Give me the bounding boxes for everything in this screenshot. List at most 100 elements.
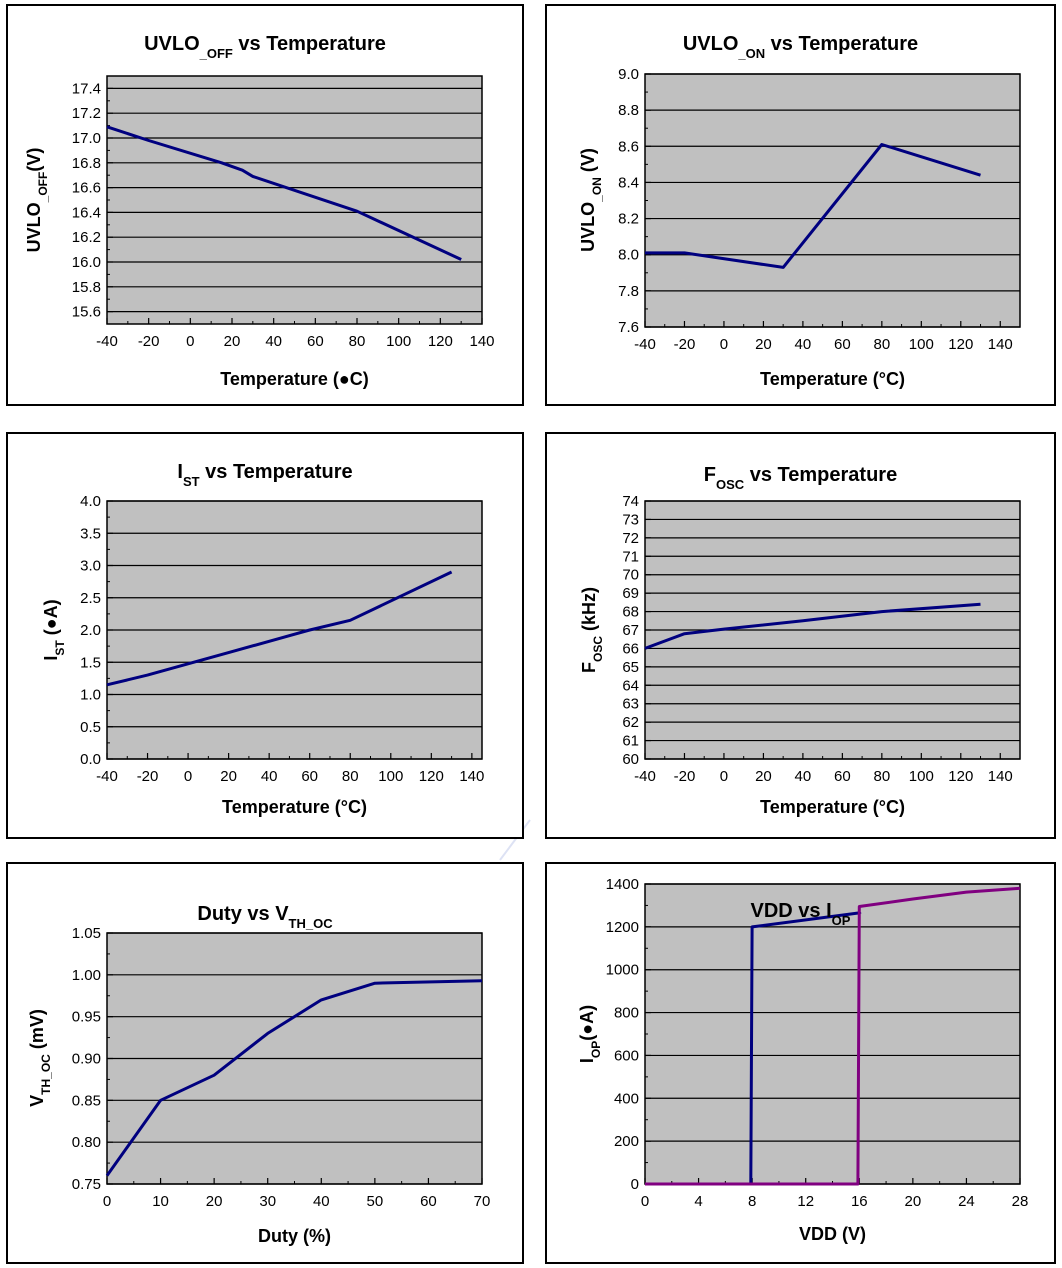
- y-tick-label: 8.6: [618, 138, 639, 155]
- y-tick-label: 64: [622, 677, 639, 694]
- chart-title: UVLO_OFF vs Temperature: [144, 33, 386, 61]
- y-tick-label: 0.5: [80, 719, 101, 736]
- y-tick-label: 68: [622, 604, 639, 621]
- y-tick-label: 2.0: [80, 622, 101, 639]
- y-tick-label: 1000: [606, 962, 639, 979]
- y-tick-label: 1.0: [80, 687, 101, 704]
- x-tick-label: 40: [795, 768, 812, 785]
- y-tick-label: 1.05: [72, 925, 101, 942]
- y-tick-label: 65: [622, 659, 639, 676]
- series-line-1: [105, 979, 483, 1177]
- y-tick-label: 3.5: [80, 525, 101, 542]
- y-tick-label: 16.8: [72, 155, 101, 172]
- x-tick-label: 30: [259, 1193, 276, 1210]
- y-tick-label: 17.0: [72, 130, 101, 147]
- plot-area: [645, 74, 1020, 327]
- y-tick-label: 62: [622, 714, 639, 731]
- x-tick-label: -40: [634, 768, 656, 785]
- y-tick-label: 60: [622, 751, 639, 768]
- x-tick-label: 0: [720, 768, 728, 785]
- y-axis-label: UVLO_OFF(V): [24, 148, 50, 253]
- x-tick-label: 50: [367, 1193, 384, 1210]
- x-axis-label: Duty (%): [258, 1226, 331, 1246]
- y-tick-label: 7.6: [618, 319, 639, 336]
- y-tick-label: 69: [622, 585, 639, 602]
- x-tick-label: 40: [313, 1193, 330, 1210]
- x-tick-label: 20: [206, 1193, 223, 1210]
- x-tick-label: 4: [694, 1193, 702, 1210]
- y-tick-label: 7.8: [618, 283, 639, 300]
- x-tick-label: 140: [459, 768, 484, 785]
- x-tick-label: -40: [634, 336, 656, 353]
- y-tick-label: 8.2: [618, 211, 639, 228]
- x-axis-label: Temperature (°C): [760, 369, 905, 389]
- y-tick-label: 71: [622, 548, 639, 565]
- y-tick-label: 1400: [606, 876, 639, 893]
- x-tick-label: 60: [834, 768, 851, 785]
- x-tick-label: 100: [378, 768, 403, 785]
- x-tick-label: 120: [419, 768, 444, 785]
- x-tick-label: -20: [138, 333, 160, 350]
- x-tick-label: 120: [428, 333, 453, 350]
- x-tick-label: 0: [184, 768, 192, 785]
- x-tick-label: 60: [307, 333, 324, 350]
- x-tick-label: 80: [349, 333, 366, 350]
- y-tick-label: 17.4: [72, 80, 101, 97]
- x-tick-label: 0: [720, 336, 728, 353]
- x-tick-label: 20: [755, 768, 772, 785]
- chart-panel-4: -40 -20 0 20 40 60 80 100 120 1406061626364656667…: [545, 432, 1056, 839]
- y-tick-label: 16.4: [72, 204, 101, 221]
- x-tick-label: 80: [873, 336, 890, 353]
- x-tick-label: -20: [137, 768, 159, 785]
- series-line-1: [644, 602, 981, 650]
- y-tick-label: 0.0: [80, 751, 101, 768]
- x-axis-label: Temperature (●C): [220, 369, 369, 389]
- y-tick-label: 1.00: [72, 967, 101, 984]
- x-tick-label: 0: [641, 1193, 649, 1210]
- y-tick-label: 73: [622, 511, 639, 528]
- x-tick-label: 16: [851, 1193, 868, 1210]
- chart-panel-3: -40 -20 0 20 40 60 80 100 120 140 0.0 0.5 1.0 1.5 2.0 2…: [6, 432, 524, 839]
- chart-title: Duty vs VTH_OC: [197, 903, 333, 931]
- x-tick-label: 40: [265, 333, 282, 350]
- x-tick-label: 100: [909, 336, 934, 353]
- y-tick-label: 3.0: [80, 558, 101, 575]
- x-tick-label: 8: [748, 1193, 756, 1210]
- y-tick-label: 0.80: [72, 1134, 101, 1151]
- x-tick-label: 120: [948, 336, 973, 353]
- y-tick-label: 9.0: [618, 66, 639, 83]
- y-tick-label: 0: [631, 1176, 639, 1193]
- x-tick-label: 80: [342, 768, 359, 785]
- y-tick-label: 66: [622, 640, 639, 657]
- y-tick-label: 0.75: [72, 1176, 101, 1193]
- x-tick-label: 140: [988, 336, 1013, 353]
- chart-panel-5: 0 10 20 30 40 50 60 70 0.75 0.80 0.85 0.90 0.95 1.00 1…: [6, 862, 524, 1264]
- y-tick-label: 0.90: [72, 1051, 101, 1068]
- y-tick-label: 2.5: [80, 590, 101, 607]
- y-tick-label: 16.2: [72, 229, 101, 246]
- x-tick-label: 100: [909, 768, 934, 785]
- x-axis-label: Temperature (°C): [760, 797, 905, 817]
- series-line-1: [106, 570, 453, 687]
- x-tick-label: 20: [220, 768, 237, 785]
- x-tick-label: 40: [261, 768, 278, 785]
- x-tick-label: -40: [96, 768, 118, 785]
- x-tick-label: 20: [755, 336, 772, 353]
- y-tick-label: 0.95: [72, 1009, 101, 1026]
- x-tick-label: 0: [103, 1193, 111, 1210]
- series-line-2: [645, 886, 1021, 1186]
- y-tick-label: 800: [614, 1005, 639, 1022]
- x-tick-label: 60: [420, 1193, 437, 1210]
- y-tick-label: 16.0: [72, 254, 101, 271]
- chart-title: IST vs Temperature: [177, 461, 352, 489]
- y-tick-label: 15.6: [72, 304, 101, 321]
- y-tick-label: 72: [622, 530, 639, 547]
- y-tick-label: 200: [614, 1133, 639, 1150]
- x-tick-label: -20: [674, 768, 696, 785]
- y-tick-label: 15.8: [72, 279, 101, 296]
- chart-panel-6: 0 4 8 12 16 20 24 28 0 200 400 600 800 1000 1200 1400 VD…: [545, 862, 1056, 1264]
- y-axis-label: VTH_OC (mV): [27, 1009, 53, 1107]
- y-tick-label: 17.2: [72, 105, 101, 122]
- series-line-1: [645, 143, 981, 269]
